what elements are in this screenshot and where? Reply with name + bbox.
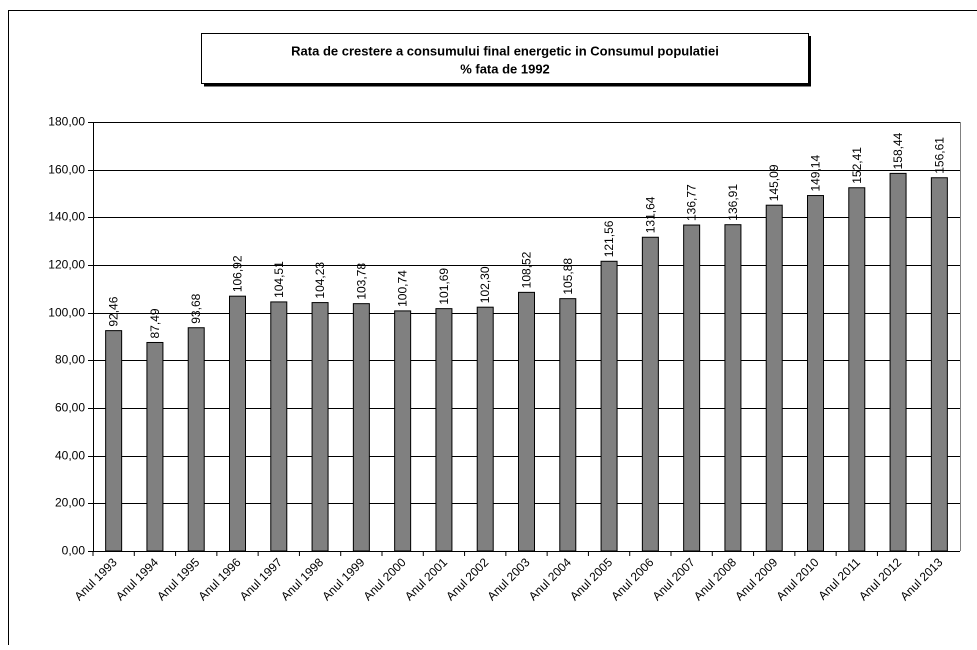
bar [271, 302, 287, 551]
y-tick-label: 60,00 [55, 401, 85, 415]
bar [601, 261, 617, 551]
bar [808, 196, 824, 551]
title-shadow [808, 36, 811, 86]
value-label: 92,46 [107, 296, 121, 326]
bar [931, 178, 947, 551]
value-label: 101,69 [437, 268, 451, 305]
bar [230, 296, 246, 551]
value-label: 158,44 [891, 132, 905, 169]
value-label: 121,56 [602, 220, 616, 257]
value-label: 136,91 [726, 184, 740, 221]
y-tick-label: 40,00 [55, 449, 85, 463]
value-label: 102,30 [478, 266, 492, 303]
y-tick-label: 80,00 [55, 353, 85, 367]
bar [395, 311, 411, 551]
value-label: 100,74 [396, 270, 410, 307]
bar [106, 331, 122, 551]
bar [353, 304, 369, 551]
value-label: 149,14 [809, 155, 823, 192]
value-label: 156,61 [932, 137, 946, 174]
value-label: 152,41 [850, 147, 864, 184]
value-label: 93,68 [189, 293, 203, 323]
value-label: 106,92 [231, 255, 245, 292]
bar [519, 292, 535, 551]
bar [312, 303, 328, 551]
value-label: 136,77 [685, 184, 699, 221]
bar [477, 307, 493, 551]
y-tick-label: 180,00 [48, 115, 85, 129]
y-tick-label: 140,00 [48, 210, 85, 224]
bar [188, 328, 204, 551]
y-tick-label: 120,00 [48, 258, 85, 272]
bar [436, 309, 452, 551]
bar [147, 342, 163, 551]
value-label: 108,52 [520, 251, 534, 288]
bar [642, 237, 658, 551]
bar [890, 173, 906, 551]
title-shadow [204, 84, 811, 87]
value-label: 145,09 [767, 164, 781, 201]
bar [684, 225, 700, 551]
bar [849, 188, 865, 551]
y-tick-label: 160,00 [48, 163, 85, 177]
bar [725, 225, 741, 551]
value-label: 87,49 [148, 308, 162, 338]
y-tick-label: 0,00 [62, 544, 86, 558]
bar [560, 299, 576, 551]
bar [766, 205, 782, 551]
chart-title: Rata de crestere a consumului final ener… [291, 43, 719, 58]
value-label: 105,88 [561, 258, 575, 295]
y-tick-label: 20,00 [55, 496, 85, 510]
value-label: 131,64 [643, 196, 657, 233]
chart-subtitle: % fata de 1992 [460, 61, 550, 76]
value-label: 103,78 [354, 263, 368, 300]
value-label: 104,51 [272, 261, 286, 298]
value-label: 104,23 [313, 262, 327, 299]
y-tick-label: 100,00 [48, 306, 85, 320]
